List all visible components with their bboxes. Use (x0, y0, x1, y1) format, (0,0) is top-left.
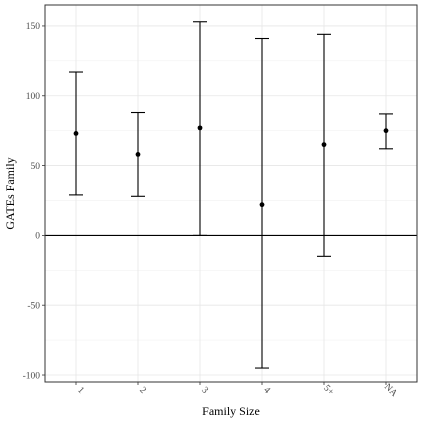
y-tick-label: 0 (35, 232, 40, 242)
x-axis-title: Family Size (202, 404, 260, 418)
y-tick-label: 50 (31, 162, 41, 172)
errorbar-4 (255, 37, 269, 369)
marks (69, 21, 393, 369)
point-estimate (259, 202, 265, 208)
y-ticks: -100 -50 0 50 100 150 (23, 22, 45, 381)
x-tick-label: 1 (75, 385, 86, 396)
point-estimate (321, 142, 327, 148)
errorbar-3 (193, 21, 207, 236)
y-axis-title: GATEs Family (3, 157, 17, 229)
point-estimate (197, 125, 203, 131)
x-tick-label: 4 (261, 385, 272, 396)
grid (45, 5, 417, 382)
point-estimate (383, 128, 389, 134)
x-tick-label: 2 (137, 385, 148, 396)
y-tick-label: -100 (23, 371, 41, 381)
x-ticks: 1 2 3 4 5+ NA (75, 382, 399, 399)
point-estimate (135, 152, 141, 157)
errorbar-1 (69, 71, 83, 196)
y-tick-label: 150 (26, 22, 41, 32)
panel-border (44, 4, 418, 383)
y-tick-label: -50 (27, 302, 40, 312)
errorbar-2 (131, 111, 145, 197)
point-estimate (73, 131, 79, 136)
errorbar-NA (379, 113, 393, 150)
x-tick-label: NA (382, 382, 399, 399)
y-tick-label: 100 (26, 92, 41, 102)
errorbar-5+ (317, 33, 331, 257)
x-tick-label: 3 (199, 385, 210, 396)
x-tick-label: 5+ (321, 383, 335, 397)
